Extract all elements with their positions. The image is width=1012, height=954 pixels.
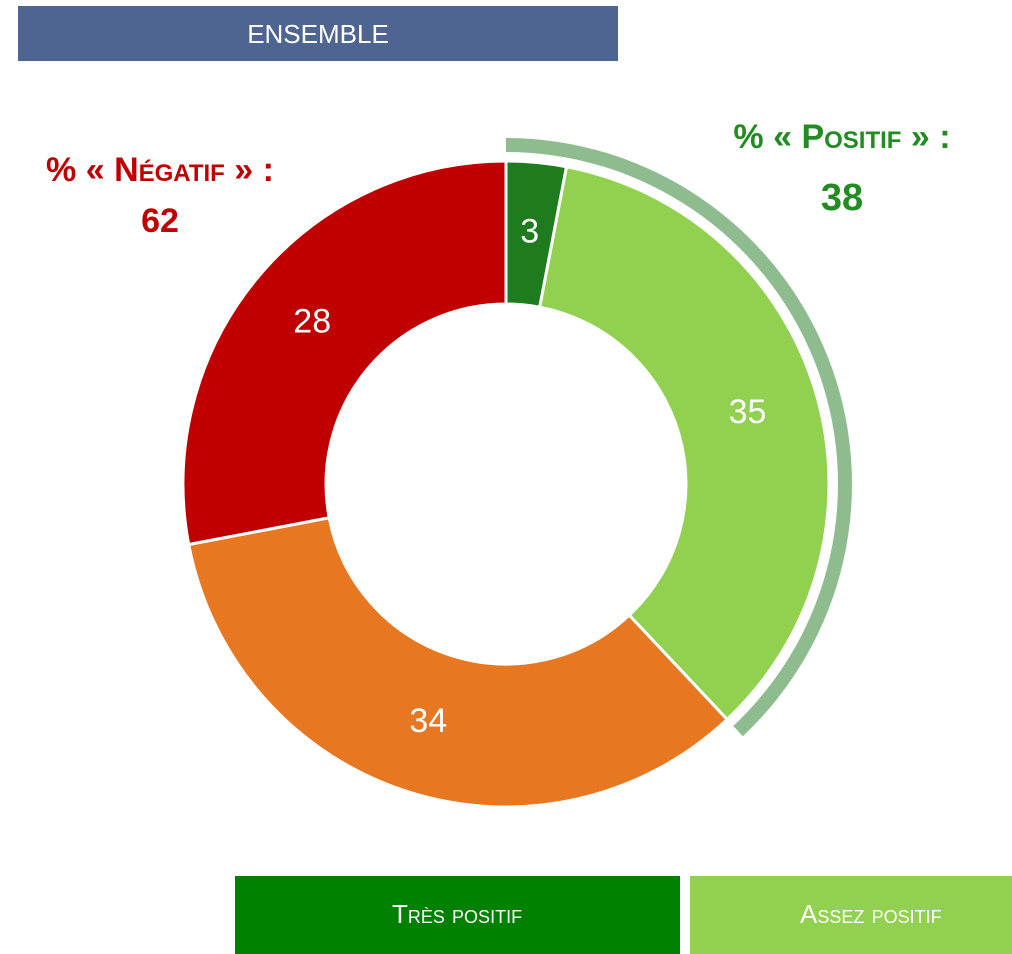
data-label: 35: [729, 393, 767, 431]
legend-box: [690, 876, 1012, 954]
data-label: 28: [293, 303, 331, 341]
legend-label: Assez positif: [800, 899, 942, 929]
negative-label: % « Négatif » :: [46, 151, 274, 189]
negative-total: 62: [141, 202, 179, 240]
title-box: [18, 6, 618, 61]
slice: [537, 164, 831, 722]
positive-label: % « Positif » :: [733, 118, 950, 156]
slice: [186, 515, 730, 809]
positive-total: 38: [821, 177, 863, 219]
data-label: 34: [409, 702, 447, 740]
chart-title: Ensemble: [247, 19, 389, 49]
legend-label: Très positif: [392, 899, 522, 929]
slice: [181, 159, 508, 547]
legend-box: [235, 876, 680, 954]
data-label: 3: [520, 213, 539, 251]
